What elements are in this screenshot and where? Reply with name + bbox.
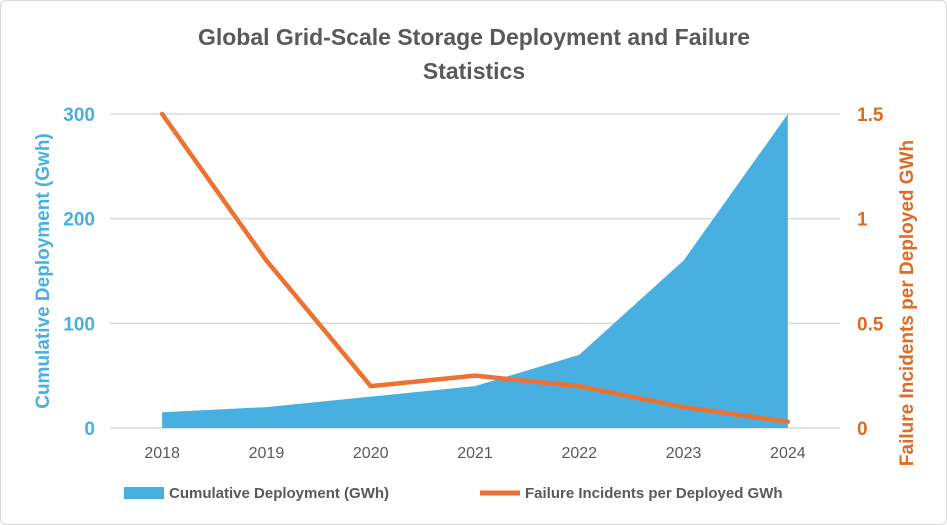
x-tick-label: 2019 [249,445,285,462]
chart-title-line-2: Statistics [423,58,525,84]
chart-title-line-1: Global Grid-Scale Storage Deployment and… [198,24,750,50]
y-right-tick-label: 1 [857,210,868,231]
y-left-tick-label: 0 [84,419,95,440]
x-tick-label: 2023 [666,445,702,462]
x-tick-label: 2021 [457,445,493,462]
y-right-axis-label: Failure Incidents per Deployed GWh [897,140,918,466]
deployment-area [162,114,788,428]
legend-label-line: Failure Incidents per Deployed GWh [525,485,783,502]
x-tick-label: 2018 [144,445,180,462]
failure-line [159,111,791,424]
legend-swatch-area [124,487,164,499]
y-left-axis-label: Cumulative Deployment (Gwh) [33,133,54,409]
y-left-tick-label: 200 [63,210,95,231]
x-tick-label: 2020 [353,445,389,462]
legend: Cumulative Deployment (GWh) Failure Inci… [124,485,783,502]
legend-label-area: Cumulative Deployment (GWh) [169,485,389,502]
x-tick-label: 2022 [561,445,597,462]
y-right-tick-label: 0.5 [857,314,884,335]
y-right-tick-label: 0 [857,419,868,440]
y-left-tick-label: 300 [63,105,95,126]
x-tick-label: 2024 [770,445,806,462]
y-right-tick-label: 1.5 [857,105,884,126]
y-left-tick-label: 100 [63,314,95,335]
